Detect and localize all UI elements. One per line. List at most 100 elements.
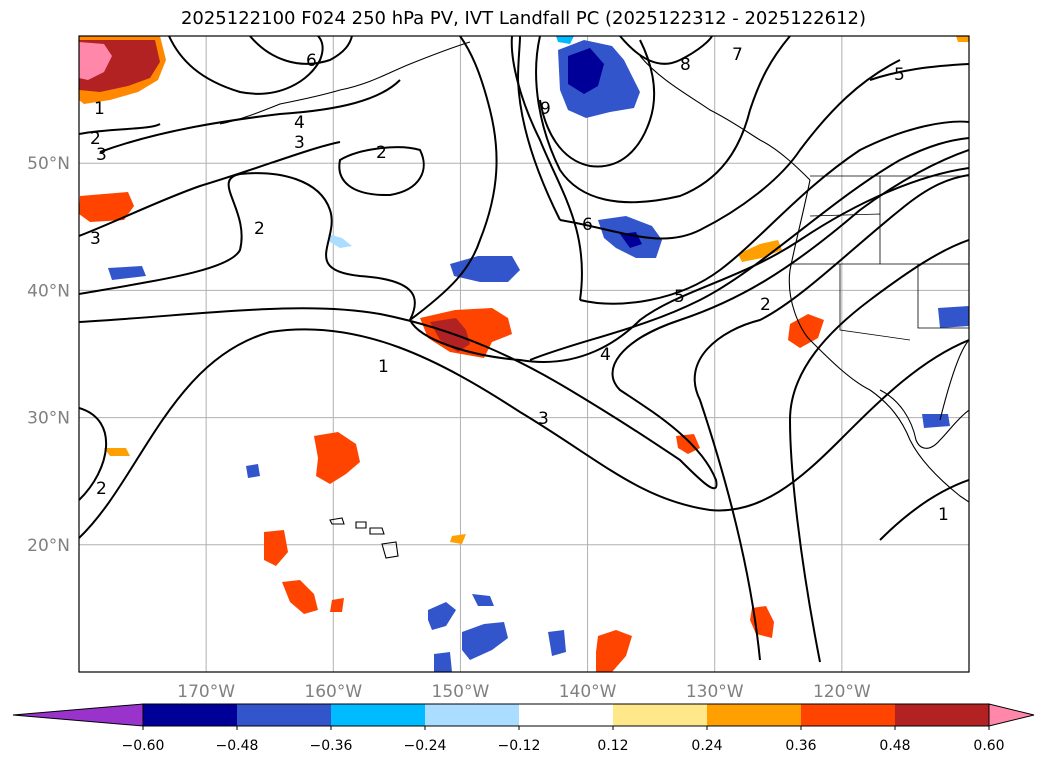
- longitude-tick-labels: 170°W 160°W 150°W 140°W 130°W 120°W: [177, 682, 871, 702]
- pv-label-1: 1: [378, 357, 389, 377]
- ivt-positive-region: [788, 314, 824, 348]
- pv-label-2: 2: [90, 129, 101, 149]
- colorbar-label: −0.60: [122, 738, 165, 754]
- pv-label-8: 8: [680, 55, 691, 75]
- pv-contour-1: [879, 479, 969, 541]
- latitude-label: 50°N: [27, 154, 70, 174]
- colorbar-bin: [143, 704, 237, 726]
- colorbar-label: 0.12: [597, 738, 628, 754]
- pv-contour-4: [409, 36, 498, 321]
- pv-label-7: 7: [732, 45, 743, 65]
- ivt-positive-region: [738, 240, 782, 262]
- pv-label-4: 4: [294, 113, 305, 133]
- alaska-coast: [219, 41, 471, 125]
- ivt-positive-region: [282, 580, 318, 614]
- coastlines: [219, 41, 969, 559]
- pv-label-3: 3: [538, 409, 549, 429]
- longitude-label: 160°W: [304, 682, 362, 702]
- map-title: 2025122100 F024 250 hPa PV, IVT Landfall…: [180, 8, 867, 29]
- colorbar-bin: [895, 704, 989, 726]
- ivt-negative-region: [434, 652, 452, 672]
- pv-label-3: 3: [90, 229, 101, 249]
- ivt-positive-region: [104, 448, 130, 456]
- ivt-negative-region: [246, 464, 260, 478]
- colorbar-label: 0.60: [973, 738, 1004, 754]
- ivt-negative-region: [548, 630, 566, 656]
- ivt-positive-region: [596, 630, 632, 672]
- pv-contour-2: [79, 167, 969, 363]
- longitude-label: 130°W: [686, 682, 744, 702]
- pv-contour-5: [510, 36, 583, 301]
- colorbar-bin: [237, 704, 331, 726]
- ivt-positive-region: [79, 192, 134, 222]
- pv-label-6: 6: [582, 215, 593, 235]
- hawaii-islands: [329, 517, 399, 559]
- ivt-positive-region: [264, 530, 288, 566]
- pv-contour-4: [99, 79, 401, 153]
- colorbar-label: −0.36: [310, 738, 353, 754]
- pv-contour-8: [619, 36, 713, 65]
- north-america-west-coast: [788, 179, 969, 503]
- colorbar-label: 0.24: [691, 738, 722, 754]
- colorbar-label: 0.36: [785, 738, 816, 754]
- colorbar-bin: [519, 704, 613, 726]
- colorbar-bin: [707, 704, 801, 726]
- pv-contour-1: [79, 328, 969, 539]
- pv-contour-5: [168, 36, 324, 95]
- pv-label-1: 1: [94, 99, 105, 119]
- pv-contour-2: [79, 407, 107, 501]
- colorbar-label: −0.48: [216, 738, 259, 754]
- colorbar-tick-labels: −0.60 −0.48 −0.36 −0.24 −0.12 0.12 0.24 0.36 0.4…: [122, 726, 1005, 754]
- ivt-positive-region: [330, 598, 344, 612]
- pv-contour-5: [869, 63, 969, 81]
- colorbar-label: −0.12: [498, 738, 541, 754]
- ivt-negative-region: [108, 266, 146, 280]
- latitude-label: 20°N: [27, 536, 70, 556]
- ivt-negative-region: [556, 36, 574, 44]
- pv-contour-6: [559, 59, 901, 240]
- pv-contour-9: [539, 39, 656, 168]
- pv-label-4: 4: [600, 345, 611, 365]
- state-borders: [790, 176, 969, 341]
- colorbar: [12, 703, 1035, 727]
- pv-label-2: 2: [376, 143, 387, 163]
- pv-label-2: 2: [760, 295, 771, 315]
- pv-label-5: 5: [674, 287, 685, 307]
- pv-label-9: 9: [540, 99, 551, 119]
- baja-coast: [879, 389, 969, 449]
- map-frame: [78, 35, 970, 673]
- pv-contour-2: [79, 123, 161, 135]
- ivt-negative-region: [462, 622, 508, 660]
- colorbar-bin: [613, 704, 707, 726]
- colorbar-bin: [425, 704, 519, 726]
- pv-label-2: 2: [254, 219, 265, 239]
- ivt-shading: [79, 36, 969, 672]
- colorbar-bin: [801, 704, 895, 726]
- mexico-coast: [939, 339, 969, 421]
- pv-label-1: 1: [938, 505, 949, 525]
- longitude-label: 170°W: [177, 682, 235, 702]
- colorbar-extend-low: [12, 703, 144, 727]
- latitude-label: 40°N: [27, 281, 70, 301]
- pv-label-6: 6: [306, 51, 317, 71]
- ivt-positive-region: [676, 434, 700, 454]
- pv-label-3: 3: [96, 145, 107, 165]
- pv-contour-4: [529, 137, 969, 361]
- ivt-negative-region: [472, 594, 494, 606]
- latitude-tick-labels: 50°N 40°N 30°N 20°N: [27, 154, 70, 556]
- pv-contour-4: [789, 239, 969, 663]
- pv-contour-5: [579, 120, 969, 305]
- ivt-negative-region: [938, 306, 969, 328]
- colorbar-label: 0.48: [879, 738, 910, 754]
- longitude-label: 150°W: [432, 682, 490, 702]
- colorbar-label: −0.24: [404, 738, 447, 754]
- map-background: [79, 36, 969, 672]
- colorbar-outline: [142, 703, 990, 727]
- longitude-label: 120°W: [813, 682, 871, 702]
- ivt-positive-region: [79, 42, 112, 80]
- ivt-positive-region: [314, 432, 360, 484]
- ivt-positive-region: [430, 318, 470, 352]
- ivt-negative-region: [568, 48, 604, 94]
- alaska-panhandle-coast: [639, 55, 811, 181]
